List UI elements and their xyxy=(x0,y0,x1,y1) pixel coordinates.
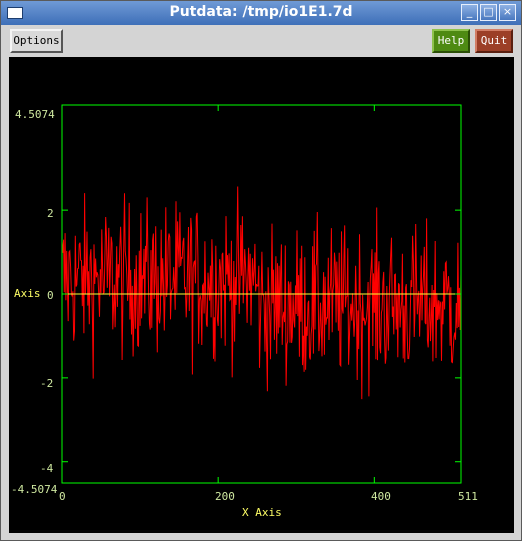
x-tick-label: 200 xyxy=(215,490,235,503)
y-tick-label: 0 xyxy=(47,289,54,302)
x-tick-label: 0 xyxy=(59,490,66,503)
window-menu-icon[interactable] xyxy=(7,7,23,19)
options-button[interactable]: Options xyxy=(10,29,63,53)
y-tick-label: -4 xyxy=(40,462,54,475)
help-button[interactable]: Help xyxy=(432,29,470,53)
toolbar: Options Help Quit xyxy=(1,25,521,57)
series-line-group xyxy=(61,186,462,400)
y-tick-label: -4.5074 xyxy=(11,483,58,496)
maximize-icon[interactable]: □ xyxy=(480,4,497,21)
quit-button[interactable]: Quit xyxy=(475,29,513,53)
x-tick-label: 400 xyxy=(371,490,391,503)
y-tick-label: 2 xyxy=(47,207,54,220)
title-bar[interactable]: Putdata: /tmp/io1E1.7d _ □ × xyxy=(1,1,521,26)
window-title: Putdata: /tmp/io1E1.7d xyxy=(169,4,353,20)
y-axis-label: Axis xyxy=(14,287,41,300)
x-tick-label: 511 xyxy=(458,490,478,503)
y-tick-label: -2 xyxy=(40,377,54,390)
plot-canvas[interactable]: Axis X Axis 4.5074 2 0 -2 -4 -4.5074 0 2… xyxy=(9,57,514,533)
axis-ticks xyxy=(62,105,461,483)
y-tick-label: 4.5074 xyxy=(15,108,55,121)
data-series-line xyxy=(61,186,462,400)
minimize-icon[interactable]: _ xyxy=(461,4,478,21)
close-icon[interactable]: × xyxy=(499,4,516,21)
x-axis-label: X Axis xyxy=(242,506,282,519)
plot-svg xyxy=(61,104,462,484)
